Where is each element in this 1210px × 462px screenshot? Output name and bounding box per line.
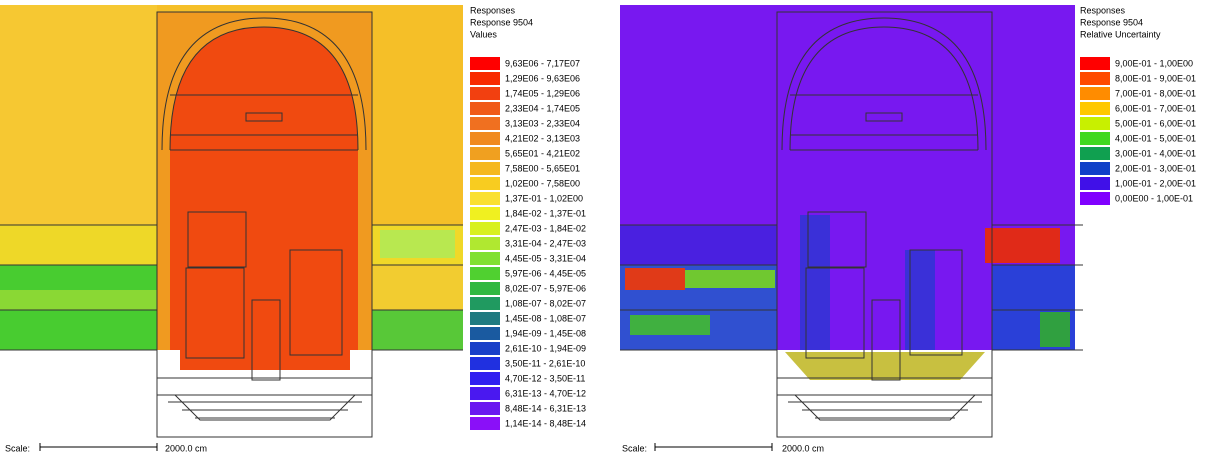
legend-label: 4,21E02 - 3,13E03 xyxy=(505,133,580,143)
legend-label: 2,33E04 - 1,74E05 xyxy=(505,103,580,113)
legend-swatch xyxy=(1080,177,1110,190)
legend-swatch xyxy=(470,147,500,160)
legend-label: 3,31E-04 - 2,47E-03 xyxy=(505,238,586,248)
legend-label: 1,94E-09 - 1,45E-08 xyxy=(505,328,586,338)
legend-title: Responses xyxy=(1080,5,1126,15)
legend-label: 9,00E-01 - 1,00E00 xyxy=(1115,58,1193,68)
legend-label: 6,00E-01 - 7,00E-01 xyxy=(1115,103,1196,113)
legend-label: 1,14E-14 - 8,48E-14 xyxy=(505,418,586,428)
legend-swatch xyxy=(1080,132,1110,145)
legend-label: 1,08E-07 - 8,02E-07 xyxy=(505,298,586,308)
legend-swatch xyxy=(470,402,500,415)
legend-title: Values xyxy=(470,29,497,39)
legend-label: 6,31E-13 - 4,70E-12 xyxy=(505,388,586,398)
legend-swatch xyxy=(1080,192,1110,205)
legend-swatch xyxy=(470,417,500,430)
legend-label: 3,00E-01 - 4,00E-01 xyxy=(1115,148,1196,158)
page: Responses Response 9504 Values 9,63E06 - 7,… xyxy=(0,0,1210,457)
legend-swatch xyxy=(470,177,500,190)
legend-label: 5,00E-01 - 6,00E-01 xyxy=(1115,118,1196,128)
legend-swatch xyxy=(470,162,500,175)
legend-label: 1,45E-08 - 1,08E-07 xyxy=(505,313,586,323)
legend-label: 4,45E-05 - 3,31E-04 xyxy=(505,253,586,263)
legend-label: 1,37E-01 - 1,02E00 xyxy=(505,193,583,203)
legend-swatch xyxy=(1080,162,1110,175)
legend-label: 2,00E-01 - 3,00E-01 xyxy=(1115,163,1196,173)
legend-swatch xyxy=(1080,117,1110,130)
legend-title: Response 9504 xyxy=(1080,17,1143,27)
legend-label: 4,00E-01 - 5,00E-01 xyxy=(1115,133,1196,143)
legend-label: 1,74E05 - 1,29E06 xyxy=(505,88,580,98)
legend-swatch xyxy=(470,372,500,385)
legend-label: 4,70E-12 - 3,50E-11 xyxy=(505,373,585,383)
legend-swatch xyxy=(470,87,500,100)
legend-label: 8,48E-14 - 6,31E-13 xyxy=(505,403,586,413)
legend-label: 0,00E00 - 1,00E-01 xyxy=(1115,193,1193,203)
legend-label: 2,47E-03 - 1,84E-02 xyxy=(505,223,586,233)
legend-swatch xyxy=(470,132,500,145)
legend-label: 7,58E00 - 5,65E01 xyxy=(505,163,580,173)
legend-label: 1,84E-02 - 1,37E-01 xyxy=(505,208,586,218)
legend-label: 7,00E-01 - 8,00E-01 xyxy=(1115,88,1196,98)
legend-swatch xyxy=(1080,72,1110,85)
legend-swatch xyxy=(470,327,500,340)
legend-swatch xyxy=(470,207,500,220)
legend-title: Response 9504 xyxy=(470,17,533,27)
legend-swatch xyxy=(470,72,500,85)
scale-label: Scale: xyxy=(622,443,647,453)
legend-swatch xyxy=(470,237,500,250)
legend-swatch xyxy=(470,387,500,400)
scale-length: 2000.0 cm xyxy=(782,443,824,453)
values-map xyxy=(0,5,463,437)
legend-label: 9,63E06 - 7,17E07 xyxy=(505,58,580,68)
legend-title: Responses xyxy=(470,5,516,15)
legend-swatch xyxy=(1080,57,1110,70)
legend-swatch xyxy=(470,57,500,70)
scale-length: 2000.0 cm xyxy=(165,443,207,453)
legend-swatch xyxy=(470,297,500,310)
legend-swatch xyxy=(470,117,500,130)
legend-swatch xyxy=(1080,147,1110,160)
legend-label: 3,13E03 - 2,33E04 xyxy=(505,118,580,128)
legend-label: 8,00E-01 - 9,00E-01 xyxy=(1115,73,1196,83)
legend-label: 1,02E00 - 7,58E00 xyxy=(505,178,580,188)
legend-swatch xyxy=(470,252,500,265)
legend-label: 1,29E06 - 9,63E06 xyxy=(505,73,580,83)
legend-swatch xyxy=(1080,87,1110,100)
legend-swatch xyxy=(470,222,500,235)
legend-label: 5,65E01 - 4,21E02 xyxy=(505,148,580,158)
legend-label: 5,97E-06 - 4,45E-05 xyxy=(505,268,586,278)
legend-swatch xyxy=(1080,102,1110,115)
legend-label: 1,00E-01 - 2,00E-01 xyxy=(1115,178,1196,188)
legend-swatch xyxy=(470,357,500,370)
uncertainty-map xyxy=(620,5,1083,437)
legend-label: 3,50E-11 - 2,61E-10 xyxy=(505,358,585,368)
legend-title: Relative Uncertainty xyxy=(1080,29,1161,39)
legend-swatch xyxy=(470,192,500,205)
legend-label: 2,61E-10 - 1,94E-09 xyxy=(505,343,586,353)
legend-swatch xyxy=(470,267,500,280)
legend-swatch xyxy=(470,102,500,115)
legend-swatch xyxy=(470,282,500,295)
legend-label: 8,02E-07 - 5,97E-06 xyxy=(505,283,586,293)
legend-swatch xyxy=(470,342,500,355)
legend-swatch xyxy=(470,312,500,325)
scale-label: Scale: xyxy=(5,443,30,453)
